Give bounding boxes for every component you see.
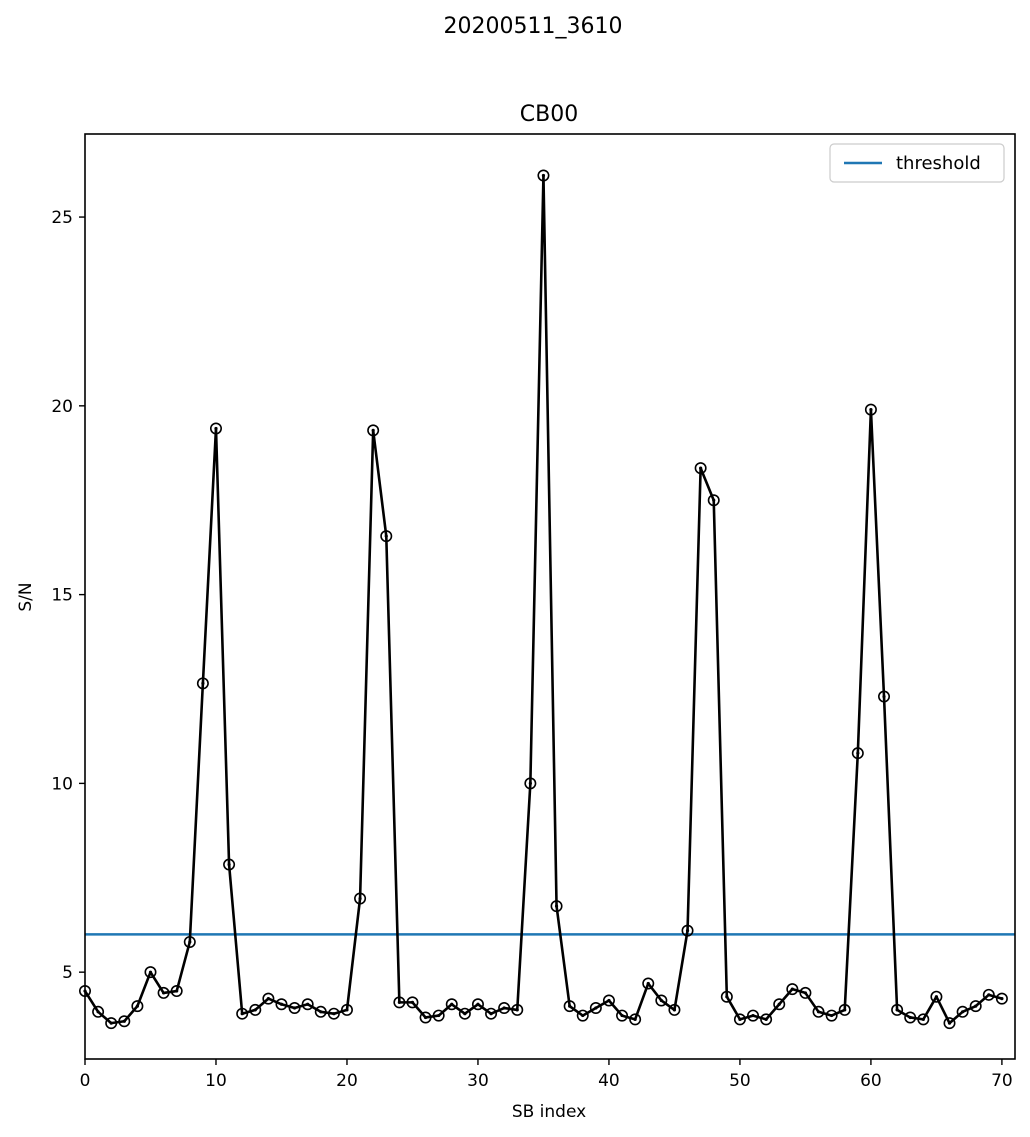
data-point xyxy=(249,1003,262,1016)
data-point xyxy=(930,990,943,1003)
data-point xyxy=(629,1013,642,1026)
data-point xyxy=(943,1017,956,1030)
y-tick-label: 20 xyxy=(51,397,73,417)
data-point xyxy=(144,966,157,979)
figure-title: 20200511_3610 xyxy=(444,14,623,39)
x-tick-label: 40 xyxy=(598,1071,620,1091)
legend-threshold-label: threshold xyxy=(896,153,981,174)
data-point xyxy=(196,677,209,690)
data-point xyxy=(511,1003,524,1016)
data-point xyxy=(563,1000,576,1013)
data-point xyxy=(485,1007,498,1020)
y-axis-label: S/N xyxy=(16,582,36,611)
data-point xyxy=(170,985,183,998)
x-tick-label: 10 xyxy=(205,1071,227,1091)
data-point xyxy=(864,403,877,416)
data-point xyxy=(406,996,419,1009)
data-point xyxy=(904,1011,917,1024)
data-point xyxy=(550,900,563,913)
x-tick-label: 30 xyxy=(467,1071,489,1091)
data-point xyxy=(498,1002,511,1015)
data-point xyxy=(537,169,550,182)
data-point xyxy=(707,494,720,507)
series-layer xyxy=(83,174,1003,1025)
data-point xyxy=(458,1007,471,1020)
data-point xyxy=(747,1009,760,1022)
data-point xyxy=(393,996,406,1009)
data-point xyxy=(799,986,812,999)
data-point xyxy=(367,424,380,437)
data-point xyxy=(92,1005,105,1018)
legend: threshold xyxy=(829,143,1005,183)
data-point xyxy=(681,924,694,937)
data-point xyxy=(275,998,288,1011)
data-point xyxy=(812,1005,825,1018)
data-point xyxy=(314,1005,327,1018)
data-point xyxy=(432,1009,445,1022)
data-point xyxy=(602,994,615,1007)
data-point xyxy=(969,1000,982,1013)
axes-title: CB00 xyxy=(520,102,578,127)
y-axis-ticks: 5 10 15 20 25 xyxy=(51,208,85,983)
axes-frame xyxy=(84,133,1016,1060)
data-point xyxy=(327,1007,340,1020)
data-point xyxy=(118,1015,131,1028)
x-tick-label: 60 xyxy=(860,1071,882,1091)
data-point xyxy=(131,1000,144,1013)
data-point xyxy=(262,992,275,1005)
data-point xyxy=(995,992,1008,1005)
data-point xyxy=(589,1002,602,1015)
y-tick-label: 25 xyxy=(51,208,73,228)
data-point xyxy=(891,1003,904,1016)
y-tick-label: 15 xyxy=(51,586,73,606)
plot-area xyxy=(79,169,1015,1030)
x-tick-label: 20 xyxy=(336,1071,358,1091)
markers-layer xyxy=(79,169,1008,1030)
data-point xyxy=(354,892,367,905)
data-point xyxy=(760,1013,773,1026)
y-tick-label: 5 xyxy=(62,963,73,983)
data-point xyxy=(223,858,236,871)
data-point xyxy=(851,747,864,760)
data-point xyxy=(209,422,222,435)
data-point xyxy=(878,690,891,703)
legend-box xyxy=(829,143,1005,183)
data-point xyxy=(838,1003,851,1016)
data-point xyxy=(720,990,733,1003)
x-tick-label: 50 xyxy=(729,1071,751,1091)
data-point xyxy=(655,994,668,1007)
data-point xyxy=(576,1009,589,1022)
data-point xyxy=(524,777,537,790)
data-point xyxy=(786,983,799,996)
data-point xyxy=(694,462,707,475)
series-line xyxy=(83,174,1003,1025)
data-point xyxy=(340,1003,353,1016)
data-point xyxy=(380,530,393,543)
x-tick-label: 70 xyxy=(991,1071,1013,1091)
data-point xyxy=(982,988,995,1001)
data-point xyxy=(917,1013,930,1026)
x-axis-label: SB index xyxy=(512,1102,586,1122)
data-point xyxy=(445,998,458,1011)
data-point xyxy=(105,1017,118,1030)
data-point xyxy=(288,1002,301,1015)
data-point xyxy=(773,998,786,1011)
data-point xyxy=(236,1007,249,1020)
x-axis-ticks: 0 10 20 30 40 50 60 70 xyxy=(80,1059,1013,1091)
data-point xyxy=(956,1005,969,1018)
data-point xyxy=(616,1009,629,1022)
data-point xyxy=(642,977,655,990)
data-point xyxy=(733,1013,746,1026)
data-point xyxy=(419,1011,432,1024)
x-tick-label: 0 xyxy=(80,1071,91,1091)
data-point xyxy=(301,998,314,1011)
data-point xyxy=(183,935,196,948)
y-tick-label: 10 xyxy=(51,774,73,794)
data-point xyxy=(825,1009,838,1022)
data-point xyxy=(471,998,484,1011)
data-point xyxy=(157,986,170,999)
data-point xyxy=(668,1003,681,1016)
